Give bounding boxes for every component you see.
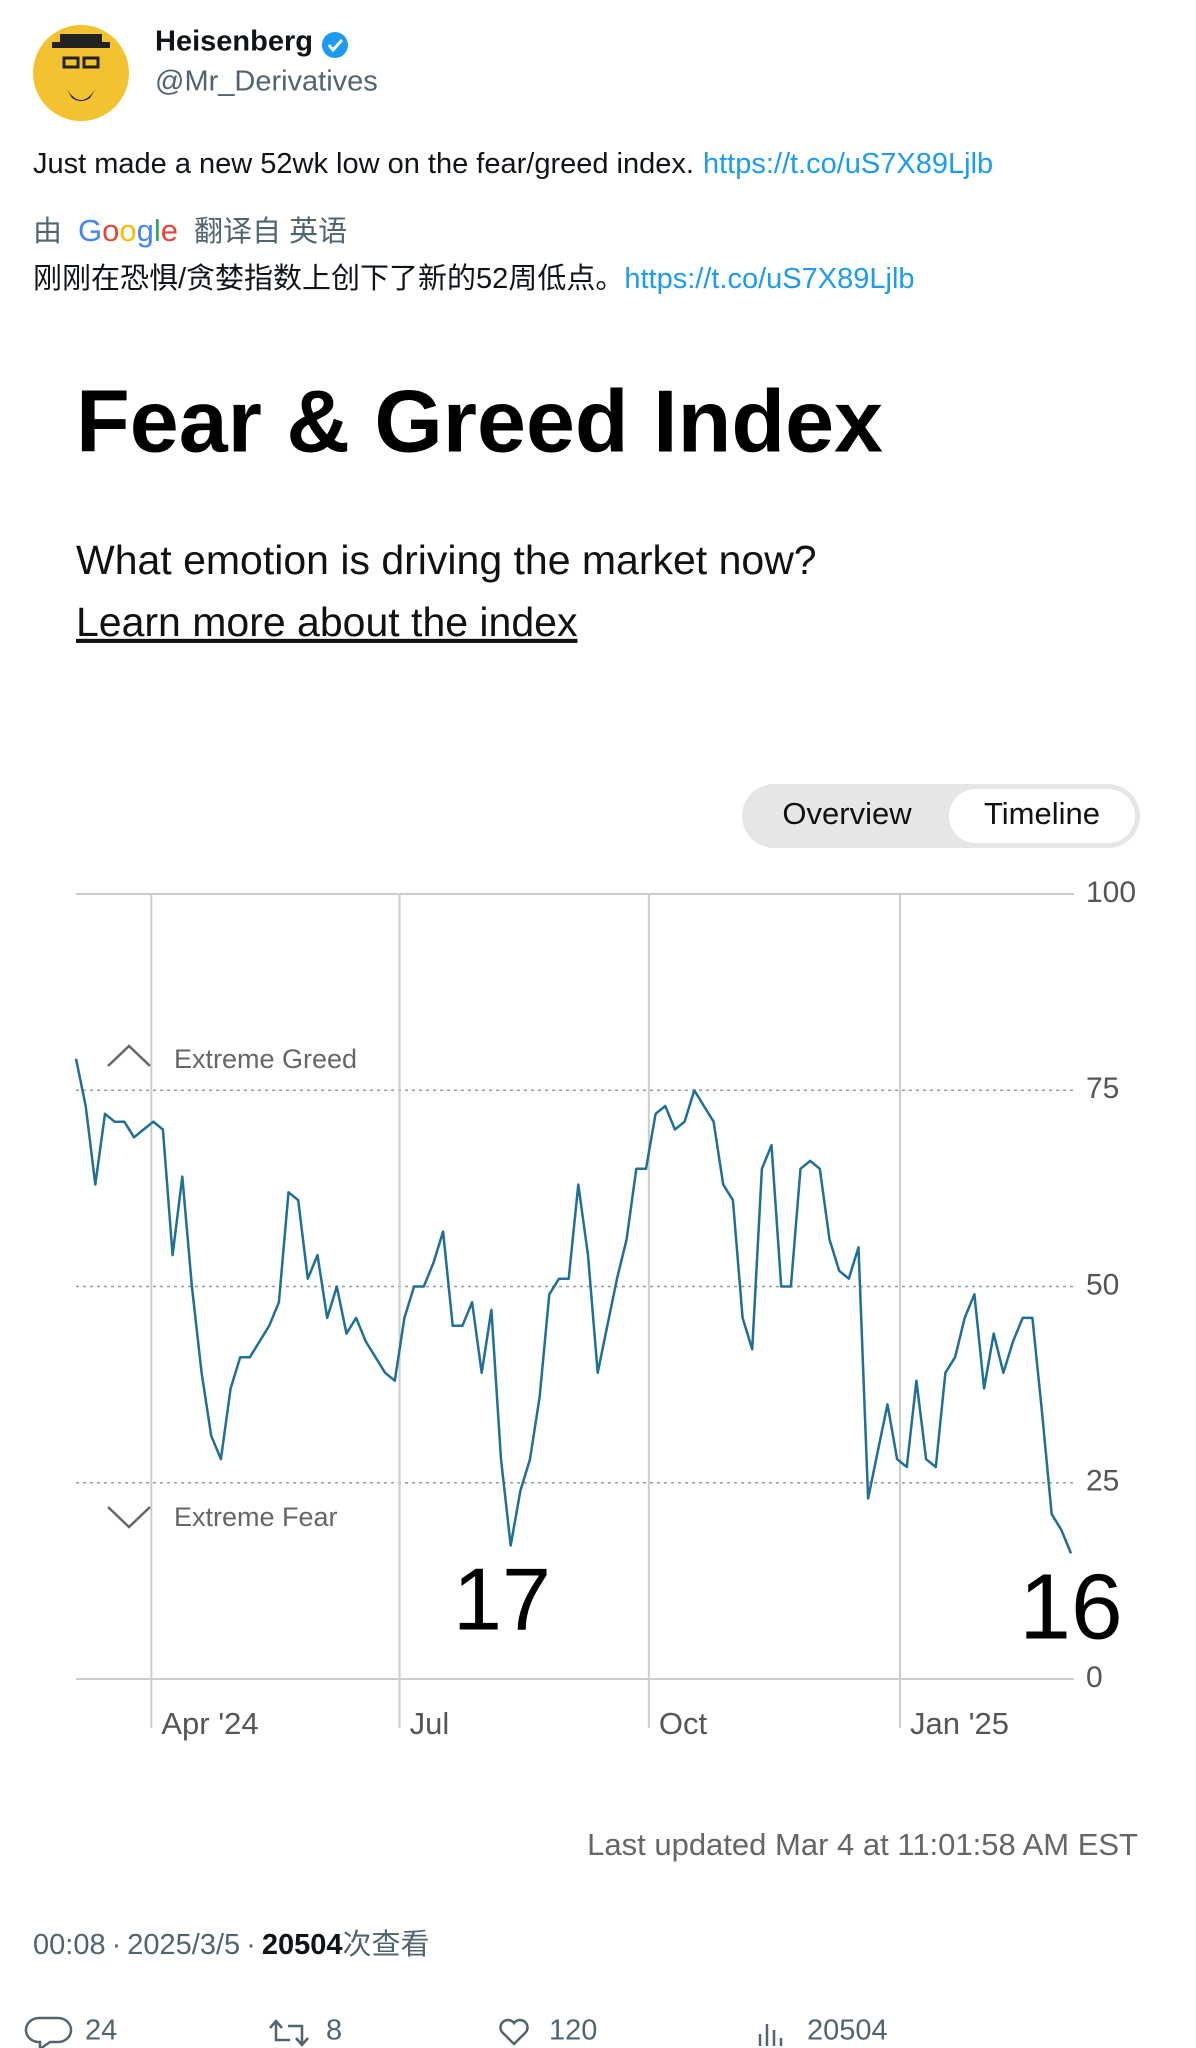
views-icon[interactable] [758,2024,783,2046]
toggle-active [949,789,1135,843]
zone-greed: Extreme Greed [174,1044,357,1074]
retweet-icon[interactable] [269,2019,309,2047]
y-tick-label: 25 [1086,1465,1119,1498]
y-tick-label: 100 [1086,876,1136,909]
date: 2025/3/5 [127,1929,240,1961]
greed-arrow [107,1044,151,1067]
separator: · [246,1929,256,1961]
verified-badge [321,32,348,58]
separator: · [112,1929,122,1961]
tweet-meta: 00:08 · 2025/3/5 · 20504次查看 [33,1928,429,1961]
translation-prefix: 由 [33,215,62,248]
x-tick-label: Apr '24 [161,1706,258,1741]
avatar[interactable] [33,25,129,121]
zone-fear: Extreme Fear [174,1502,338,1532]
tweet-link[interactable]: https://t.co/uS7X89Ljlb [703,148,993,180]
google-logo: Google [78,213,178,248]
retweet-count[interactable]: 8 [326,2015,342,2047]
translation-text: 刚刚在恐惧/贪婪指数上创下了新的52周低点。https://t.co/uS7X8… [33,262,915,295]
like-icon[interactable] [499,2018,529,2046]
y-tick-label: 75 [1086,1072,1119,1105]
translation-suffix: 翻译自 英语 [194,215,347,248]
views-count[interactable]: 20504 [807,2015,888,2047]
tweet-text: Just made a new 52wk low on the fear/gre… [33,148,993,180]
view-count: 20504 [262,1929,343,1961]
toggle-timeline[interactable]: Timeline [984,796,1100,831]
index-line [74,1058,1073,1554]
translation-body: 刚刚在恐惧/贪婪指数上创下了新的52周低点。 [33,262,624,295]
y-tick-label: 0 [1086,1661,1103,1694]
reply-icon[interactable] [24,2016,73,2048]
y-tick-label: 50 [1086,1268,1119,1301]
chart-image: Fear & Greed Index What emotion is drivi… [74,371,1140,1862]
x-tick-label: Jul [410,1706,450,1741]
chart-title: Fear & Greed Index [76,371,883,470]
low-label: 17 [453,1549,551,1648]
translation-note: 由 Google 翻译自 英语 [33,213,347,248]
x-tick-label: Oct [659,1706,708,1741]
time: 00:08 [33,1929,106,1961]
last-updated: Last updated Mar 4 at 11:01:58 AM EST [587,1827,1138,1862]
chart-subtitle: What emotion is driving the market now? [76,537,817,583]
translation-link[interactable]: https://t.co/uS7X89Ljlb [624,263,914,295]
reply-count[interactable]: 24 [85,2015,117,2047]
learn-more-link[interactable]: Learn more about the index [76,599,578,645]
author-name[interactable]: Heisenberg [155,26,313,58]
view-suffix: 次查看 [342,1928,429,1961]
tweet-body: Just made a new 52wk low on the fear/gre… [33,148,694,180]
fear-arrow [107,1506,151,1529]
current-label: 16 [1019,1555,1122,1659]
author-handle[interactable]: @Mr_Derivatives [155,66,378,98]
toggle-overview[interactable]: Overview [782,796,912,831]
like-count[interactable]: 120 [549,2015,597,2047]
x-tick-label: Jan '25 [910,1706,1009,1741]
